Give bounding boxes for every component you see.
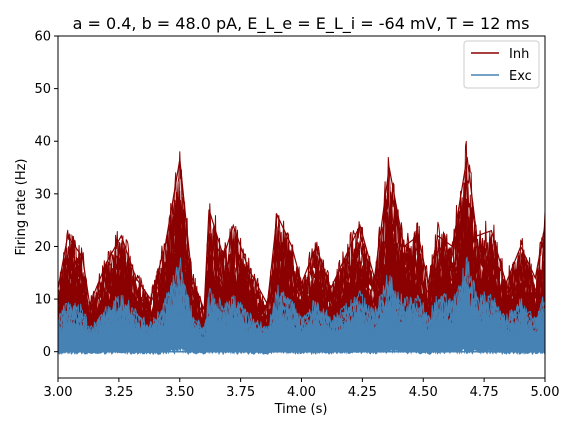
y-tick-label: 40: [34, 135, 51, 150]
y-axis: 0 10 20 30 40 50 60: [34, 30, 58, 360]
x-tick-label: 4.00: [287, 385, 316, 400]
x-tick-label: 3.50: [165, 385, 194, 400]
legend-label-exc: Exc: [509, 69, 532, 84]
x-tick-label: 3.25: [104, 385, 133, 400]
x-tick-label: 4.50: [409, 385, 438, 400]
x-tick-label: 4.75: [470, 385, 499, 400]
y-tick-label: 30: [34, 187, 51, 202]
x-axis: 3.00 3.25 3.50 3.75 4.00 4.25 4.50 4.75 5.00: [44, 378, 560, 400]
y-tick-label: 50: [34, 82, 51, 97]
x-tick-label: 4.25: [348, 385, 377, 400]
y-tick-label: 0: [43, 345, 51, 360]
legend-label-inh: Inh: [509, 47, 529, 62]
series-trace: [58, 216, 545, 332]
y-tick-label: 10: [34, 293, 51, 308]
x-tick-label: 5.00: [531, 385, 560, 400]
legend: Inh Exc: [463, 40, 540, 89]
series-trace: [58, 151, 545, 319]
series-lines: [58, 156, 545, 353]
chart-title: a = 0.4, b = 48.0 pA, E_L_e = E_L_i = -6…: [73, 14, 530, 34]
series-trace: [58, 263, 545, 339]
series-trace: [58, 140, 545, 320]
exc-band: [58, 256, 545, 355]
y-axis-label: Firing rate (Hz): [14, 158, 29, 255]
plot-area: [58, 140, 545, 355]
x-axis-label: Time (s): [274, 402, 328, 417]
series-trace: [58, 279, 545, 340]
series-line-inh: [58, 156, 545, 310]
series-trace: [58, 256, 545, 337]
y-tick-label: 20: [34, 240, 51, 255]
x-tick-label: 3.75: [226, 385, 255, 400]
y-tick-label: 60: [34, 30, 51, 45]
x-tick-label: 3.00: [44, 385, 73, 400]
